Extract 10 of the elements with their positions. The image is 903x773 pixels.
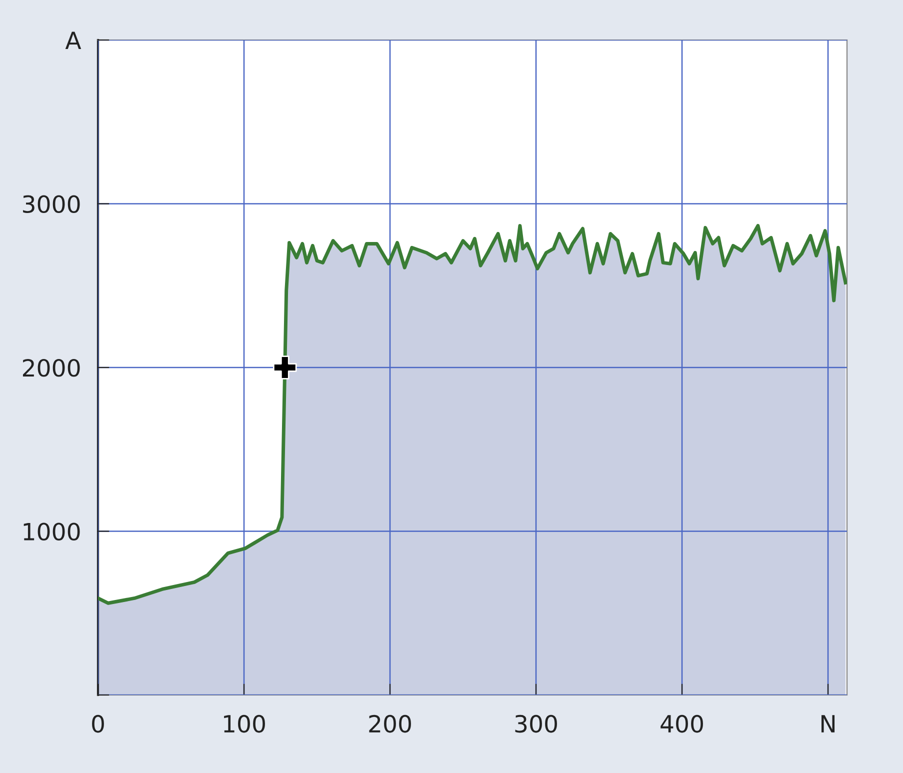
x-tick-label: 200 bbox=[369, 714, 411, 733]
x-tick-label: N bbox=[822, 715, 835, 732]
x-tick-label: 0 bbox=[92, 714, 104, 733]
x-tick-label: 300 bbox=[515, 714, 557, 733]
y-tick-label: A bbox=[65, 32, 82, 49]
x-tick-label: 400 bbox=[660, 714, 703, 733]
y-tick-label: 3000 bbox=[23, 195, 80, 214]
x-tick-label: 100 bbox=[224, 714, 265, 733]
y-tick-label: 1000 bbox=[24, 522, 80, 541]
y-tick-label: 2000 bbox=[22, 358, 80, 377]
